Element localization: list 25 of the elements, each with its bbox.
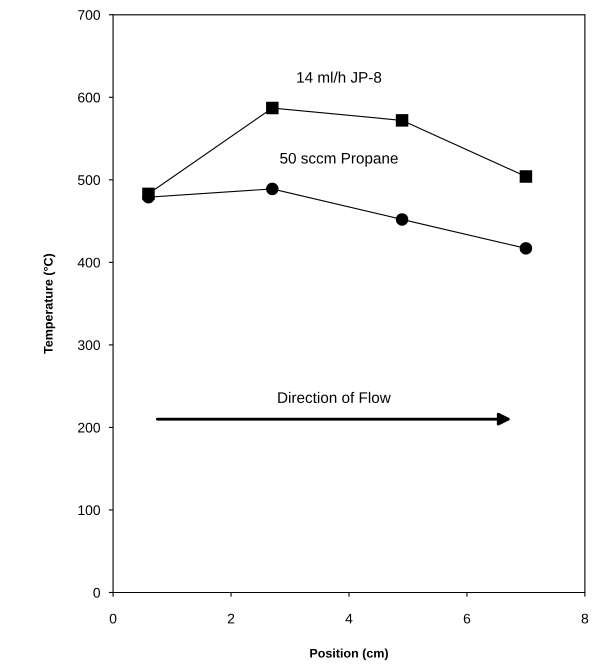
point [520,242,532,255]
point [520,170,532,183]
x-tick-label: 4 [345,614,352,624]
point [266,182,279,196]
y-tick-label: 700 [78,10,100,20]
y-tick-label: 400 [78,258,100,268]
y-tick-label: 0 [93,588,100,598]
x-axis-title: Position (cm) [310,648,388,660]
x-tick-label: 8 [582,614,588,624]
series-label: 50 sccm Propane [280,152,398,167]
y-tick-label: 100 [78,505,100,516]
y-tick-label: 500 [78,175,100,185]
y-tick-label: 300 [78,340,100,350]
point [396,114,408,127]
x-tick-label: 6 [464,614,470,624]
annotation: Direction of Flow [278,392,391,404]
y-axis-title: Temperature (°C) [44,254,56,354]
x-tick-label: 0 [110,614,116,624]
y-tick-label: 200 [78,422,100,433]
point [396,213,408,226]
x-tick-label: 2 [228,614,234,624]
y-tick-label: 600 [78,92,100,102]
point [266,102,279,114]
point [142,188,155,200]
series-label: 14 ml/h JP-8 [297,72,382,83]
